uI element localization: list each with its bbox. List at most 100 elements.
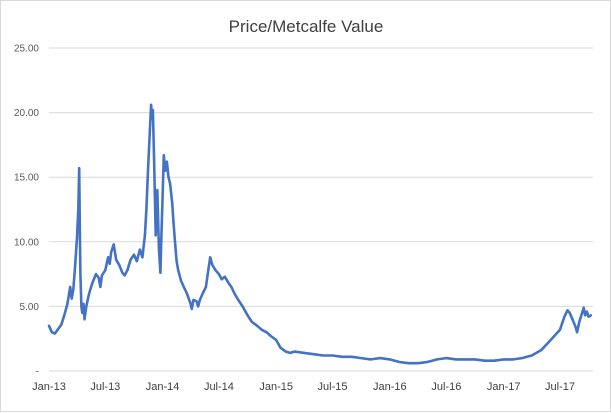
data-point <box>370 358 372 360</box>
data-point <box>186 292 188 295</box>
series-group <box>47 103 593 365</box>
data-point <box>110 251 112 253</box>
data-point <box>192 299 194 301</box>
data-point <box>152 109 154 111</box>
data-point <box>209 256 211 258</box>
data-point <box>121 272 123 274</box>
data-point <box>147 170 149 172</box>
data-point <box>124 274 126 276</box>
data-point <box>107 256 109 258</box>
y-tick-label: 10.00 <box>14 237 39 248</box>
data-point <box>151 118 153 120</box>
data-point <box>183 286 185 288</box>
data-point <box>195 300 198 302</box>
y-tick-label: 15.00 <box>14 173 39 184</box>
data-point <box>74 269 76 271</box>
data-point <box>590 314 592 316</box>
y-axis-tick-labels: - 5.00 10.00 15.00 20.00 25.00 <box>14 44 39 378</box>
data-point <box>109 263 111 265</box>
data-point <box>54 332 56 335</box>
data-point <box>153 163 155 165</box>
data-point <box>126 269 128 271</box>
data-point <box>104 269 106 271</box>
data-point <box>521 357 523 359</box>
data-point <box>160 238 162 240</box>
data-point <box>261 329 263 331</box>
x-tick-label: Jan-13 <box>32 381 66 393</box>
data-point <box>190 303 192 305</box>
data-point <box>559 329 561 331</box>
data-point <box>98 277 100 279</box>
data-point <box>436 358 438 360</box>
data-point <box>224 276 226 278</box>
data-point <box>60 323 63 326</box>
data-point <box>576 331 578 333</box>
data-point <box>581 312 583 314</box>
data-point <box>76 237 78 239</box>
data-point <box>493 360 495 362</box>
x-tick-label: Jan-16 <box>373 381 407 393</box>
data-point <box>77 208 79 211</box>
data-point <box>303 352 305 354</box>
data-point <box>133 254 135 256</box>
data-point <box>66 303 68 305</box>
data-point <box>177 269 179 271</box>
data-point <box>95 273 97 275</box>
data-point <box>69 286 71 288</box>
data-point <box>79 273 81 275</box>
x-tick-label: Jul-17 <box>545 381 575 393</box>
x-axis-tick-labels: Jan-13 Jul-13 Jan-14 Jul-14 Jan-15 Jul-15 Jan-… <box>32 381 575 393</box>
data-point <box>83 318 86 320</box>
x-tick-label: Jul-15 <box>318 381 348 393</box>
data-point <box>445 357 447 359</box>
data-point <box>174 241 176 243</box>
data-point <box>180 280 182 282</box>
data-point <box>247 314 249 316</box>
data-point <box>171 202 173 204</box>
data-point <box>85 305 87 307</box>
data-point <box>484 360 486 362</box>
data-point <box>293 351 296 353</box>
y-tick-label: 5.00 <box>20 302 40 313</box>
data-point <box>141 256 143 258</box>
data-point <box>218 273 220 275</box>
data-point <box>191 308 193 310</box>
data-point <box>265 331 268 333</box>
data-point <box>136 260 138 262</box>
data-point <box>145 208 147 211</box>
y-tick-label: 25.00 <box>14 44 39 55</box>
data-point <box>129 259 132 261</box>
data-point <box>64 313 66 315</box>
data-point <box>512 358 514 360</box>
data-point <box>72 289 74 291</box>
data-point <box>211 264 213 266</box>
data-point <box>588 316 590 318</box>
data-point <box>251 321 253 323</box>
data-point <box>578 321 580 323</box>
data-point <box>407 362 410 364</box>
data-point <box>237 299 239 301</box>
data-point <box>176 260 178 262</box>
data-point <box>221 278 223 280</box>
data-point <box>155 234 157 236</box>
data-point <box>51 331 53 333</box>
data-point <box>550 339 552 341</box>
data-point <box>575 326 577 328</box>
data-point <box>79 225 81 227</box>
data-point <box>285 351 287 353</box>
data-point <box>172 221 175 223</box>
data-point <box>167 176 170 178</box>
data-point <box>148 137 151 139</box>
data-point <box>71 298 73 300</box>
data-point <box>159 272 161 274</box>
data-point <box>158 247 160 249</box>
data-point <box>99 286 101 288</box>
data-point <box>80 305 82 307</box>
data-point <box>81 312 83 314</box>
data-point <box>379 357 381 359</box>
data-point <box>205 286 207 288</box>
data-point <box>58 327 60 329</box>
data-point <box>563 316 566 318</box>
data-point <box>474 358 476 360</box>
